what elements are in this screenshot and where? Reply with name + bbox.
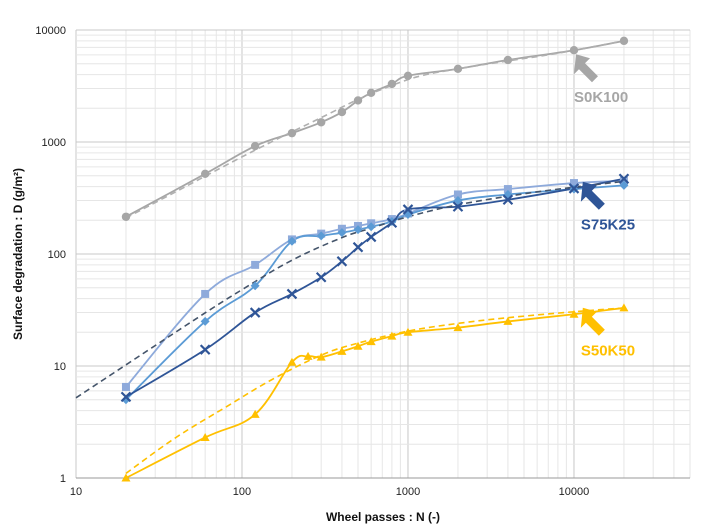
series-markers — [120, 36, 630, 482]
data-point — [121, 212, 131, 221]
data-point — [315, 271, 327, 283]
data-point — [502, 194, 514, 206]
data-point — [337, 228, 347, 238]
data-point — [251, 260, 260, 269]
data-point — [618, 173, 630, 185]
series-line-s0k100-fit — [125, 40, 625, 219]
data-point — [199, 344, 211, 355]
axes: 10 100 1000 10000 1 10 100 1000 10000 — [35, 25, 690, 498]
data-point — [619, 36, 629, 46]
data-point — [200, 432, 210, 441]
data-point — [287, 357, 297, 366]
data-point — [387, 331, 397, 340]
x-tick-label: 10000 — [559, 486, 590, 498]
data-point — [453, 64, 463, 74]
y-tick-label: 10 — [54, 361, 66, 373]
y-tick-label: 1000 — [42, 137, 66, 149]
data-point — [286, 288, 298, 300]
gridlines — [75, 29, 691, 479]
arrow-icon — [573, 54, 598, 83]
data-point — [200, 316, 210, 326]
data-point — [353, 96, 363, 105]
data-point — [352, 241, 364, 253]
x-tick-label: 1000 — [396, 486, 420, 498]
data-point — [121, 382, 130, 391]
data-point — [120, 391, 132, 403]
data-point — [366, 222, 376, 232]
data-point — [337, 346, 347, 355]
arrow-icon — [580, 307, 605, 336]
data-point — [287, 128, 297, 138]
data-point — [386, 217, 398, 229]
data-point — [503, 55, 513, 65]
data-point — [287, 236, 297, 246]
data-point — [366, 88, 376, 97]
y-tick-label: 1 — [60, 473, 66, 485]
data-point — [337, 107, 347, 117]
annotation-label: S75K25 — [581, 217, 635, 234]
data-point — [353, 225, 363, 235]
annotation-label: S50K50 — [581, 343, 635, 360]
y-axis-label: Surface degradation : D (g/m²) — [11, 168, 25, 340]
data-point — [200, 169, 210, 179]
data-point — [316, 118, 326, 127]
x-axis-label: Wheel passes : N (-) — [326, 510, 440, 524]
data-point — [249, 307, 261, 318]
data-point — [316, 352, 326, 361]
data-point — [453, 190, 462, 199]
data-point — [569, 46, 579, 55]
annotation-label: S0K100 — [574, 89, 628, 106]
data-point — [503, 316, 513, 325]
series-line-s50k50 — [125, 307, 625, 479]
data-point — [366, 337, 376, 346]
data-point — [316, 231, 326, 241]
data-point — [121, 473, 131, 482]
y-tick-label: 100 — [48, 249, 66, 261]
data-point — [619, 180, 629, 190]
series-line-s50k50-fit — [125, 307, 625, 475]
data-point — [250, 281, 260, 291]
y-tick-label: 10000 — [35, 25, 66, 37]
data-point — [569, 179, 578, 188]
annotation-s50k50: S50K50 — [580, 307, 635, 360]
annotation-s75k25: S75K25 — [580, 181, 635, 234]
series-line-s75k25-b — [125, 184, 625, 401]
data-point — [619, 176, 628, 185]
data-point — [250, 141, 260, 151]
data-point — [453, 323, 463, 332]
series-line-s75k25-a — [125, 179, 624, 388]
data-point — [303, 351, 313, 360]
annotations: S0K100 S75K25 S50K50 — [573, 54, 635, 360]
data-point — [121, 395, 131, 405]
data-point — [336, 256, 348, 267]
arrow-icon — [580, 181, 605, 210]
data-point — [387, 79, 397, 89]
data-point — [250, 409, 260, 418]
data-point — [402, 204, 414, 215]
data-point — [503, 185, 512, 194]
data-point — [569, 309, 579, 318]
series-line-s75k25-fit — [75, 180, 625, 399]
data-point — [403, 327, 413, 336]
x-tick-label: 100 — [233, 486, 251, 498]
x-tick-label: 10 — [70, 486, 82, 498]
data-point — [365, 231, 377, 243]
data-point — [201, 289, 210, 298]
annotation-s0k100: S0K100 — [573, 54, 628, 106]
data-point — [568, 183, 580, 194]
data-point — [619, 303, 629, 312]
data-point — [353, 341, 363, 350]
data-point — [452, 201, 464, 212]
data-point — [403, 71, 413, 81]
